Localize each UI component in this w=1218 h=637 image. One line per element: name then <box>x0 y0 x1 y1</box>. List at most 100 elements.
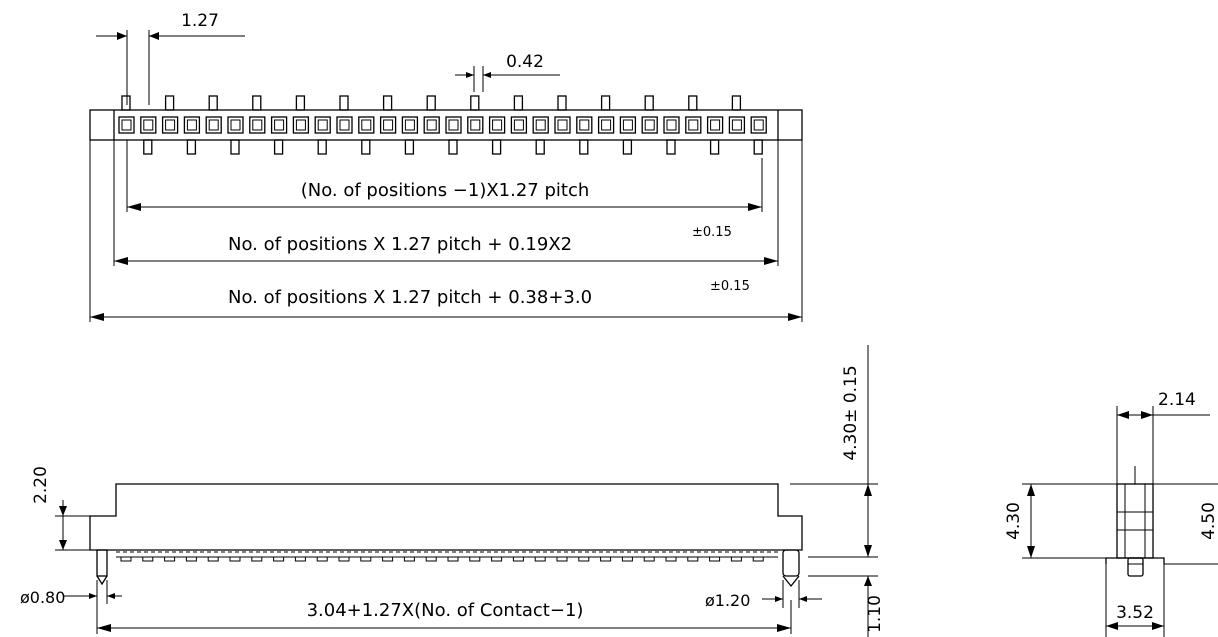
contact-cell-inner <box>492 119 503 131</box>
contact-cell <box>292 116 310 134</box>
contact-cell <box>706 116 724 134</box>
contact-cell <box>379 116 397 134</box>
contact-tail <box>600 556 612 562</box>
contact-cell-inner <box>143 119 154 131</box>
side-foot <box>1105 557 1165 564</box>
arrowhead <box>149 32 159 40</box>
contact-cell <box>336 116 353 134</box>
arrowhead <box>117 32 127 40</box>
arrowhead <box>89 593 97 599</box>
upper-pin <box>600 95 611 111</box>
contact-cell <box>597 116 615 134</box>
contact-cell-inner <box>165 119 176 131</box>
lower-pin <box>230 139 240 155</box>
left-peg <box>96 549 108 577</box>
lower-pins <box>143 139 763 155</box>
arrowhead <box>764 257 778 265</box>
contact-cell <box>619 116 637 134</box>
lower-pin <box>622 139 633 155</box>
front-contact-tails <box>120 556 764 562</box>
contact-cell-inner <box>383 119 394 131</box>
contact-tail <box>382 556 394 562</box>
lower-pin <box>491 139 502 155</box>
upper-pin <box>644 95 654 111</box>
contact-cell-inner <box>252 119 263 131</box>
contact-cell-inner <box>317 119 328 131</box>
upper-pin <box>731 95 742 111</box>
side-view: 2.14 4.30 4.50 3.52 <box>1004 390 1218 637</box>
upper-pin <box>252 95 262 111</box>
arrowhead <box>1117 411 1129 419</box>
lower-pin <box>666 139 676 155</box>
upper-pin <box>557 95 567 111</box>
contact-cell-inner <box>535 119 546 131</box>
arrowhead <box>1141 411 1153 419</box>
upper-pin <box>513 95 524 111</box>
contact-tail <box>512 556 524 562</box>
contact-cell-inner <box>121 119 132 131</box>
contact-cell-inner <box>644 119 655 131</box>
lower-pin <box>753 139 763 155</box>
contact-tail <box>556 556 568 562</box>
contact-tail <box>142 556 154 562</box>
upper-pin <box>164 95 175 111</box>
arrowhead <box>483 72 491 78</box>
contact-cell <box>445 116 462 134</box>
contact-tail <box>403 556 415 562</box>
mid-formula-tolerance: ±0.15 <box>692 225 732 240</box>
arrowhead <box>1106 622 1118 630</box>
connector-body-outline <box>89 109 803 141</box>
contact-tail <box>273 556 285 562</box>
contact-cell <box>205 116 222 134</box>
arrowhead <box>799 596 807 602</box>
arrowhead <box>864 545 872 557</box>
contact-cell <box>685 116 702 134</box>
arrowhead <box>864 576 872 586</box>
contact-tail <box>578 556 590 562</box>
contact-cell-inner <box>579 119 590 131</box>
pitch-formula-label: (No. of positions −1)X1.27 pitch <box>301 180 590 201</box>
contact-cell-inner <box>731 119 742 131</box>
total-height-label: 4.30± 0.15 <box>841 365 861 460</box>
upper-pin <box>426 95 436 111</box>
contact-cell <box>641 116 658 134</box>
lower-pin <box>361 139 371 155</box>
contact-tail <box>687 556 699 562</box>
contact-cell-inner <box>404 119 415 131</box>
arrowhead <box>777 624 791 632</box>
lower-pin <box>535 139 545 155</box>
arrowhead <box>775 596 783 602</box>
arrowhead <box>59 506 67 516</box>
contact-tail <box>643 556 655 562</box>
flange-height-label: 2.20 <box>31 466 51 504</box>
upper-pins <box>121 95 742 111</box>
contact-cell <box>249 116 266 134</box>
contact-tail <box>709 556 721 562</box>
contact-cell <box>532 116 549 134</box>
contact-tail <box>185 556 197 562</box>
contact-cell <box>118 116 135 134</box>
lower-pin <box>317 139 327 155</box>
pin-length-label: 1.10 <box>865 595 885 633</box>
arrowhead <box>1027 484 1035 496</box>
contact-tail <box>164 556 176 562</box>
contact-cell-inner <box>470 119 481 131</box>
contact-tail <box>229 556 241 562</box>
contact-cell <box>554 116 571 134</box>
right-peg <box>782 549 800 577</box>
contact-tail <box>207 556 219 562</box>
contact-cell-inner <box>601 119 612 131</box>
contact-cell-inner <box>710 119 721 131</box>
lower-pin <box>273 139 284 155</box>
body-height-label: 4.30 <box>1004 502 1024 540</box>
side-body <box>1116 483 1154 559</box>
contact-cell <box>728 116 746 134</box>
contact-cell-inner <box>513 119 524 131</box>
contact-cell-inner <box>186 119 197 131</box>
arrowhead <box>748 203 762 211</box>
arrowhead <box>59 540 67 550</box>
contact-tail <box>665 556 677 562</box>
contact-cell-inner <box>274 119 285 131</box>
upper-pin <box>470 95 480 111</box>
